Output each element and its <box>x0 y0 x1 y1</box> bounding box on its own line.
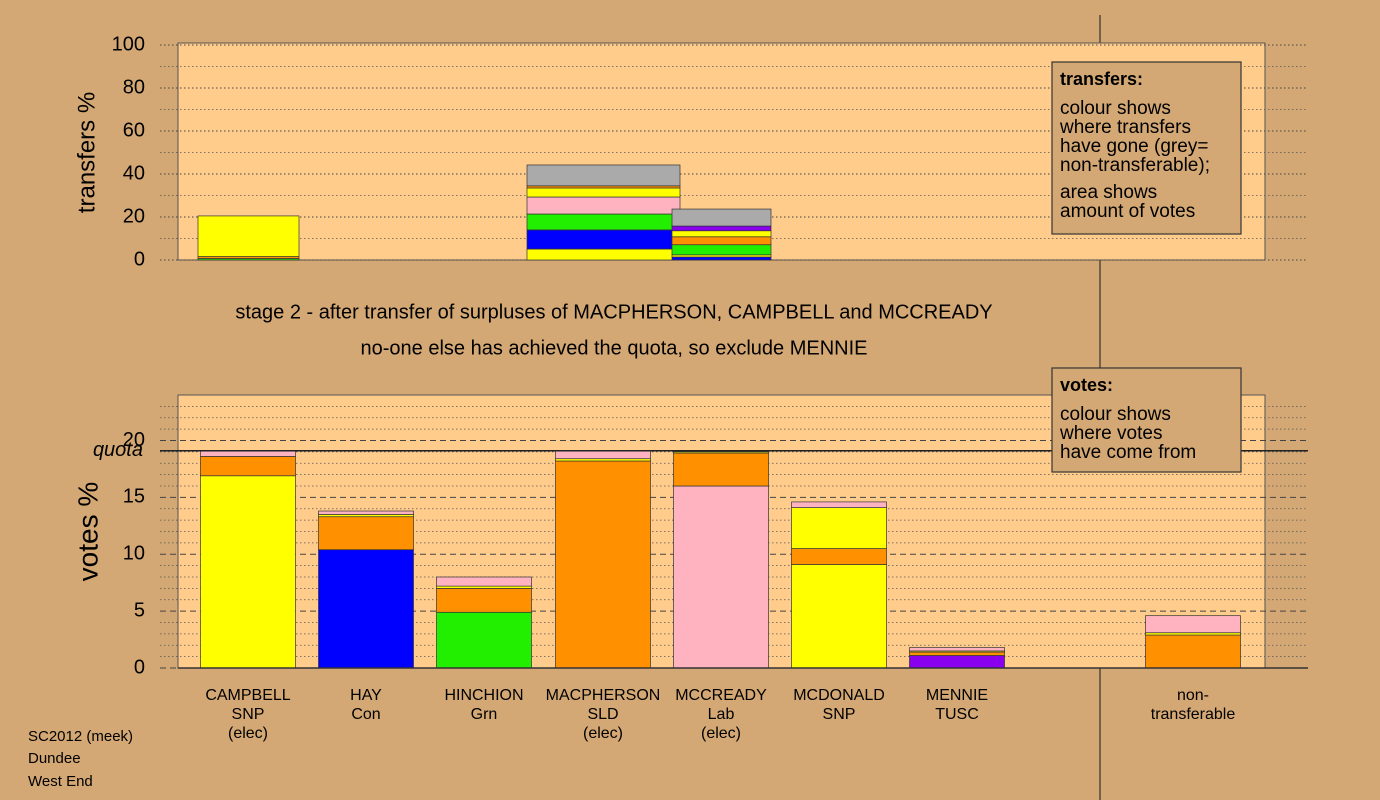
bar-segment <box>526 229 681 250</box>
bar-segment <box>791 507 887 549</box>
bar-segment <box>197 215 300 257</box>
legend-text: area shows <box>1060 182 1157 203</box>
stage-subtitle: no-one else has achieved the quota, so e… <box>361 337 868 359</box>
bar-segment <box>1145 634 1241 669</box>
bar-segment <box>526 213 681 231</box>
bar-segment <box>791 548 887 565</box>
bar-segment <box>791 501 887 508</box>
bar-segment <box>909 647 1005 652</box>
legend-box <box>1051 367 1242 473</box>
x-tick-label: HAY <box>350 687 382 704</box>
y-tick-label: 20 <box>123 429 145 451</box>
y-axis-label: votes % <box>72 482 103 582</box>
legend-text: colour shows <box>1060 404 1171 425</box>
legend-box <box>1051 61 1242 235</box>
bar-segment <box>909 651 1005 656</box>
bar-segment <box>526 196 681 215</box>
y-tick-label: 0 <box>134 656 145 678</box>
bar-segment <box>200 475 296 669</box>
bar-segment <box>555 450 651 460</box>
x-tick-label: Lab <box>708 706 735 723</box>
legend-text: non-transferable); <box>1060 155 1210 176</box>
bar-segment <box>671 225 772 232</box>
bar-segment <box>318 549 414 669</box>
x-tick-label: MENNIE <box>926 687 988 704</box>
legend-text: have gone (grey= <box>1060 136 1208 157</box>
bar-segment <box>436 576 532 587</box>
bar-segment <box>436 588 532 613</box>
y-tick-label: 20 <box>123 205 145 227</box>
x-tick-label: Grn <box>471 706 498 723</box>
x-tick-label: SNP <box>823 706 856 723</box>
y-tick-label: 0 <box>134 248 145 270</box>
y-tick-label: 40 <box>123 162 145 184</box>
footer-line: SC2012 (meek) <box>28 728 133 745</box>
bar-segment <box>318 516 414 551</box>
bar-segment <box>318 510 414 515</box>
x-tick-label: SLD <box>587 706 618 723</box>
legend-text: amount of votes <box>1060 201 1195 222</box>
bar-segment <box>200 456 296 477</box>
footer-line: West End <box>28 773 93 790</box>
quota-label: quota <box>93 439 143 461</box>
y-tick-label: 5 <box>134 599 145 621</box>
x-tick-label: MCCREADY <box>675 687 767 704</box>
legend-text: where votes <box>1059 423 1162 444</box>
bar-segment <box>436 611 532 669</box>
bar-segment <box>671 236 772 246</box>
legend-text: have come from <box>1060 442 1196 463</box>
bar-segment <box>671 208 772 227</box>
bar-segment <box>200 450 296 457</box>
bar-segment <box>671 256 772 261</box>
bar-segment <box>673 452 769 487</box>
x-tick-label: MCDONALD <box>793 687 885 704</box>
bar-segment <box>909 655 1005 669</box>
y-axis-label: transfers % <box>73 92 100 213</box>
x-tick-label: (elec) <box>228 725 268 742</box>
bar-segment <box>526 187 681 198</box>
x-tick-label: (elec) <box>583 725 623 742</box>
x-tick-label: CAMPBELL <box>205 687 290 704</box>
x-tick-label: SNP <box>232 706 265 723</box>
bar-segment <box>1145 615 1241 634</box>
bar-segment <box>791 564 887 669</box>
legend-title: transfers: <box>1060 69 1143 89</box>
y-tick-label: 60 <box>123 119 145 141</box>
bar-segment <box>671 244 772 256</box>
y-tick-label: 15 <box>123 486 145 508</box>
x-tick-label: non- <box>1177 687 1209 704</box>
x-tick-label: transferable <box>1151 706 1236 723</box>
y-tick-label: 80 <box>123 76 145 98</box>
x-tick-label: HINCHION <box>444 687 523 704</box>
bar-segment <box>673 451 769 454</box>
y-tick-label: 10 <box>123 543 145 565</box>
footer-line: Dundee <box>28 750 81 767</box>
y-tick-label: 100 <box>112 33 145 55</box>
bar-segment <box>673 485 769 669</box>
legend-text: where transfers <box>1059 117 1191 138</box>
bar-segment <box>526 248 681 261</box>
legend-title: votes: <box>1060 375 1113 395</box>
bar-segment <box>526 164 681 187</box>
x-tick-label: MACPHERSON <box>546 687 661 704</box>
x-tick-label: (elec) <box>701 725 741 742</box>
x-tick-label: TUSC <box>935 706 979 723</box>
x-tick-label: Con <box>351 706 380 723</box>
stage-title: stage 2 - after transfer of surpluses of… <box>235 301 992 323</box>
bar-segment <box>555 460 651 669</box>
legend-text: colour shows <box>1060 98 1171 119</box>
bar-segment <box>671 230 772 238</box>
